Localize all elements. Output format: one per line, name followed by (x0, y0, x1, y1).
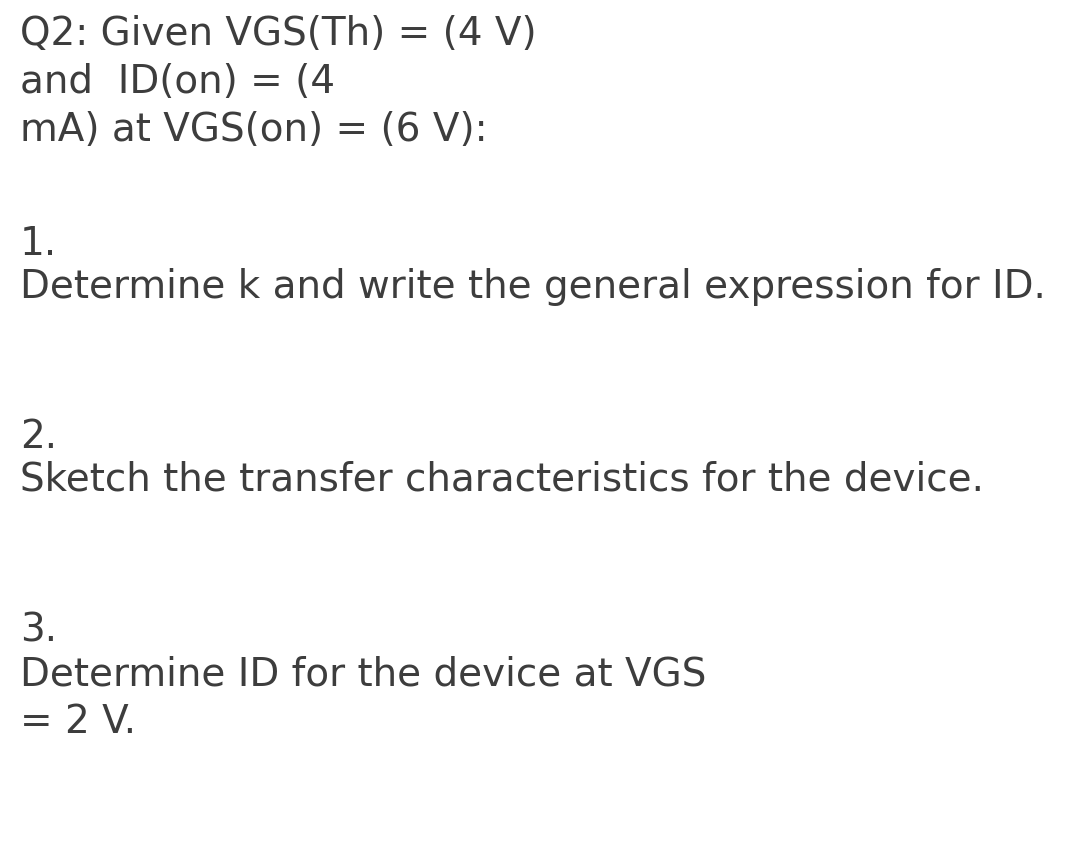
Text: Determine k and write the general expression for ID.: Determine k and write the general expres… (21, 268, 1045, 306)
Text: Determine ID for the device at VGS: Determine ID for the device at VGS (21, 655, 706, 693)
Text: 3.: 3. (21, 612, 57, 650)
Text: Q2: Given VGS(Th) = (4 V): Q2: Given VGS(Th) = (4 V) (21, 15, 537, 53)
Text: 1.: 1. (21, 225, 57, 263)
Text: and  ID(on) = (4: and ID(on) = (4 (21, 63, 335, 101)
Text: mA) at VGS(on) = (6 V):: mA) at VGS(on) = (6 V): (21, 111, 488, 149)
Text: = 2 V.: = 2 V. (21, 703, 136, 741)
Text: Sketch the transfer characteristics for the device.: Sketch the transfer characteristics for … (21, 461, 984, 499)
Text: 2.: 2. (21, 418, 57, 456)
